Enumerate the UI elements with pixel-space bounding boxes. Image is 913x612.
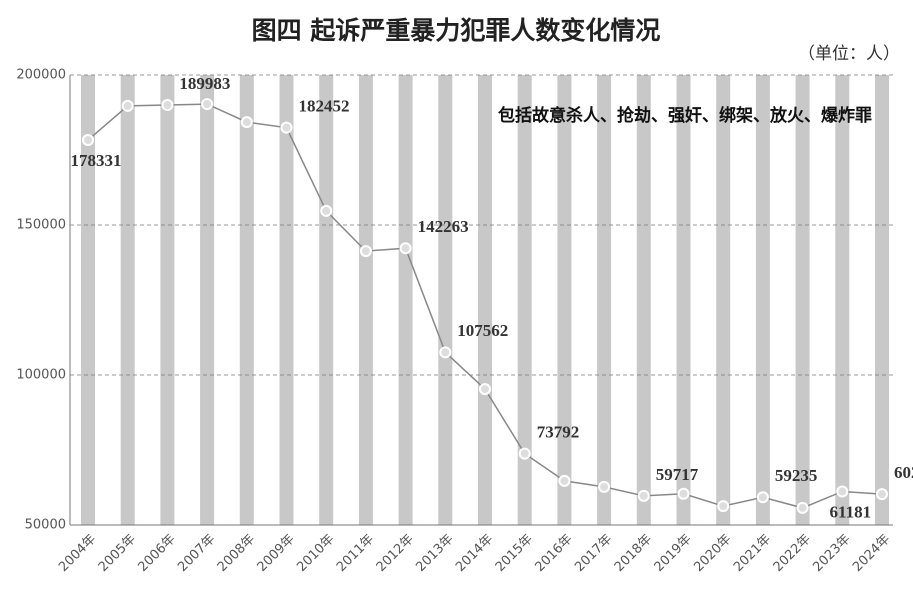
stripe <box>875 75 889 525</box>
x-tick-label: 2023年 <box>810 532 853 575</box>
x-tick-label: 2018年 <box>612 532 655 575</box>
x-tick-label: 2005年 <box>96 532 139 575</box>
stripe <box>438 75 453 525</box>
x-tick-label: 2010年 <box>294 532 337 575</box>
x-tick-label: 2011年 <box>334 532 377 575</box>
data-point <box>558 474 571 487</box>
unit-label: （单位：人） <box>798 44 900 64</box>
data-point <box>399 242 412 255</box>
value-label: 59235 <box>775 466 818 485</box>
x-tick-label: 2006年 <box>136 532 179 575</box>
data-point <box>717 500 730 513</box>
data-point <box>598 480 611 493</box>
value-label: 73792 <box>537 423 580 442</box>
x-tick-label: 2009年 <box>255 532 298 575</box>
data-point <box>479 383 491 396</box>
background-stripes <box>69 75 893 526</box>
stripe <box>279 75 294 525</box>
data-point <box>201 98 214 111</box>
data-point <box>439 346 452 359</box>
stripe <box>676 75 691 525</box>
stripe <box>319 75 334 525</box>
stripe <box>478 75 492 525</box>
data-point <box>240 116 253 129</box>
stripe <box>716 75 731 525</box>
data-point <box>796 501 809 514</box>
y-tick-label: 150000 <box>16 218 66 233</box>
stripe <box>517 75 532 525</box>
data-point <box>280 121 293 134</box>
data-point <box>161 99 174 112</box>
stripe <box>755 75 770 525</box>
stripe <box>795 75 810 525</box>
data-point <box>637 489 650 502</box>
y-tick-label: 200000 <box>16 68 66 83</box>
stripe <box>81 75 95 525</box>
value-label: 189983 <box>179 74 230 93</box>
stripe <box>239 75 254 525</box>
x-tick-label: 2019年 <box>652 532 695 575</box>
data-point <box>82 134 94 147</box>
data-point <box>121 99 134 112</box>
stripe <box>636 75 651 525</box>
value-label: 60283 <box>894 463 913 482</box>
x-tick-label: 2020年 <box>691 532 734 575</box>
stripe <box>835 75 850 525</box>
x-tick-label: 2022年 <box>771 532 814 575</box>
y-tick-label: 50000 <box>25 518 66 533</box>
x-tick-label: 2016年 <box>533 532 576 575</box>
stripe <box>597 75 612 525</box>
stripe <box>200 75 215 525</box>
x-tick-label: 2012年 <box>374 532 417 575</box>
x-tick-label: 2024年 <box>850 532 893 575</box>
value-label: 59717 <box>656 465 699 484</box>
data-point <box>756 491 769 504</box>
data-point <box>320 204 333 217</box>
data-point <box>836 485 849 498</box>
x-tick-label: 2004年 <box>56 532 99 575</box>
value-label: 142263 <box>418 217 469 236</box>
value-label: 107562 <box>457 321 508 340</box>
x-tick-label: 2021年 <box>731 532 774 575</box>
stripe <box>398 75 413 525</box>
x-tick-label: 2014年 <box>453 532 496 575</box>
x-tick-label: 2013年 <box>413 532 456 575</box>
x-tick-label: 2015年 <box>493 532 536 575</box>
plot: 178331 189983 182452 142263 107562 73792 59717… <box>71 74 913 521</box>
x-tick-label: 2007年 <box>175 532 218 575</box>
chart-title: 图四 起诉严重暴力犯罪人数变化情况 <box>252 16 661 45</box>
annotation: 包括故意杀人、抢劫、强奸、绑架、放火、爆炸罪 <box>498 105 872 126</box>
stripe <box>160 75 175 525</box>
data-point <box>677 487 690 500</box>
data-point <box>876 488 888 501</box>
stripe <box>358 75 373 525</box>
stripe <box>557 75 572 525</box>
data-point <box>518 447 531 460</box>
value-label: 178331 <box>71 151 122 170</box>
x-tick-label: 2017年 <box>572 532 615 575</box>
x-tick-label: 2008年 <box>215 532 258 575</box>
stripe <box>120 75 135 525</box>
y-tick-label: 100000 <box>16 368 66 383</box>
value-label: 182452 <box>299 97 350 116</box>
data-point <box>359 245 372 258</box>
value-label: 61181 <box>830 502 872 521</box>
